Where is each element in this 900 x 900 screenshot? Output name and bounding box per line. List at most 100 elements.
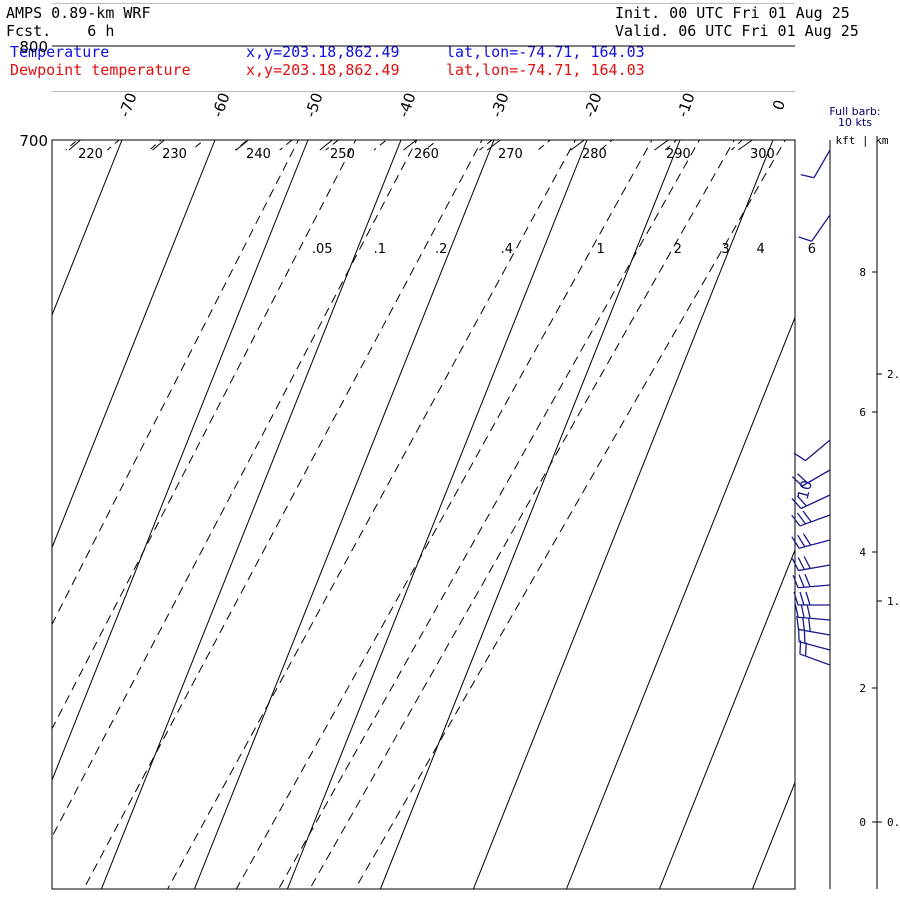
valid-time: Valid. 06 UTC Fri 01 Aug 25 bbox=[615, 22, 859, 40]
profiles bbox=[489, 140, 522, 141]
wind-barb-flag bbox=[797, 473, 808, 484]
wind-barb-flag bbox=[796, 495, 807, 507]
wind-barb-flag bbox=[791, 497, 802, 509]
isotherm-line bbox=[565, 316, 795, 889]
isotherm-line bbox=[286, 140, 588, 889]
isotherm-tick-label: -20 bbox=[580, 90, 605, 119]
moist-adiabat-line bbox=[325, 140, 339, 151]
wind-barb bbox=[791, 533, 831, 549]
isotherm-line bbox=[52, 140, 123, 317]
dry-adiabat-label: 250 bbox=[330, 147, 355, 162]
wind-barb-flag bbox=[807, 617, 811, 632]
mixing-ratio-line bbox=[52, 140, 418, 838]
pressure-tick-label: 700 bbox=[19, 132, 48, 150]
moist-adiabat-line bbox=[234, 140, 249, 151]
isotherm-tick-label: -30 bbox=[487, 90, 512, 119]
wind-barb bbox=[793, 439, 831, 462]
dry-adiabat-line bbox=[319, 140, 334, 151]
dry-adiabat-label: 220 bbox=[78, 147, 103, 162]
isotherm-line bbox=[845, 140, 900, 889]
kft-tick-label: 4 bbox=[859, 546, 866, 559]
mixing-ratio-label: .2 bbox=[435, 242, 447, 257]
barb-key-line1: Full barb: bbox=[829, 105, 880, 118]
temperature-profile bbox=[489, 140, 492, 141]
mixing-ratio-label: .05 bbox=[312, 242, 333, 257]
mixing-ratio-line bbox=[52, 140, 300, 626]
legend-temperature-latlon: lat,lon=-74.71, 164.03 bbox=[446, 43, 645, 61]
wind-barb-shaft bbox=[801, 469, 831, 487]
wind-barb-flag bbox=[797, 628, 800, 642]
isotherm-tick-label: -40 bbox=[394, 90, 419, 119]
mixing-ratio-label: 1 bbox=[597, 242, 605, 257]
wind-barb-flag bbox=[793, 452, 806, 462]
dry-adiabat-label: 270 bbox=[498, 147, 523, 162]
wind-barb bbox=[793, 591, 830, 606]
wind-barb-flag bbox=[806, 604, 811, 619]
dry-adiabat-line bbox=[0, 0, 335, 150]
mixing-ratio-label: 6 bbox=[808, 242, 816, 257]
mixing-ratio-line bbox=[235, 140, 653, 889]
dry-adiabat-label: 290 bbox=[666, 147, 691, 162]
wind-barb-flag bbox=[799, 640, 802, 655]
wind-barb bbox=[794, 603, 831, 621]
dry-adiabat-line bbox=[68, 140, 82, 151]
wind-barb-flag bbox=[797, 534, 806, 548]
isotherm-tick-label: -70 bbox=[115, 90, 140, 119]
wind-barb-shaft bbox=[798, 641, 831, 651]
mixing-ratio-line bbox=[52, 140, 357, 730]
kft-tick-label: 0 bbox=[859, 816, 866, 829]
wind-barb-flag bbox=[802, 616, 806, 631]
wind-barb-flag bbox=[791, 514, 801, 527]
isotherm-line bbox=[658, 548, 795, 889]
wind-barb-shaft bbox=[799, 653, 831, 666]
wind-barb bbox=[798, 214, 831, 242]
moist-adiabat-line bbox=[424, 140, 439, 151]
dry-adiabat-label: 230 bbox=[162, 147, 187, 162]
moist-adiabat-line bbox=[373, 140, 388, 151]
legend-temperature-name: Temperature bbox=[10, 43, 110, 61]
isotherm-tick-label: -10 bbox=[673, 90, 698, 119]
wind-barb-flag bbox=[796, 615, 800, 630]
wind-barb-flag bbox=[803, 629, 806, 644]
moist-adiabat-line bbox=[731, 140, 743, 151]
moist-adiabat-line bbox=[149, 140, 163, 151]
moist-adiabat-line bbox=[65, 140, 79, 151]
moist-adiabat-line bbox=[279, 140, 293, 151]
isotherm-line bbox=[751, 781, 795, 889]
km-tick-label: 0. bbox=[887, 816, 900, 829]
moist-adiabat-line bbox=[191, 140, 205, 151]
forecast-hour: Fcst. 6 h bbox=[6, 22, 115, 40]
isotherm-line bbox=[0, 140, 29, 889]
wind-barb-flag bbox=[791, 558, 800, 571]
dry-adiabat-line bbox=[403, 140, 418, 151]
mixing-ratio-label: .4 bbox=[501, 242, 513, 257]
model-title: AMPS 0.89-km WRF bbox=[6, 4, 151, 22]
wind-barb-flag bbox=[798, 236, 812, 242]
isotherm-tick-label: -50 bbox=[301, 90, 326, 119]
wind-barb bbox=[791, 510, 831, 527]
init-time: Init. 00 UTC Fri 01 Aug 25 bbox=[615, 4, 850, 22]
isotherm-tick-label: 0 bbox=[769, 97, 789, 112]
isotherm-line bbox=[472, 140, 774, 889]
dewpoint-profile bbox=[520, 140, 522, 141]
wind-barb bbox=[791, 469, 831, 487]
moist-adiabat-line bbox=[479, 140, 493, 151]
wind-barb-flag bbox=[793, 591, 799, 606]
legend-dewpoint-latlon: lat,lon=-74.71, 164.03 bbox=[446, 61, 645, 79]
height-units-label: kft | km bbox=[836, 134, 889, 147]
dry-adiabat-line bbox=[737, 140, 754, 151]
wind-barb-flag bbox=[791, 476, 803, 487]
height-axis: kft | km 8 6 4 2 0 2. 1. 0. bbox=[836, 134, 900, 889]
wind-barb bbox=[797, 628, 831, 651]
wind-barb bbox=[800, 149, 831, 179]
moist-adiabat-line bbox=[106, 140, 120, 151]
wind-barb-flag bbox=[800, 174, 815, 179]
mixing-ratio-line bbox=[278, 140, 700, 889]
mixing-ratio-label: 4 bbox=[756, 242, 764, 257]
dry-adiabat-line bbox=[235, 140, 250, 151]
wind-barb-flag bbox=[804, 573, 811, 587]
isobars bbox=[52, 2, 795, 141]
mixing-ratio-line bbox=[309, 140, 735, 889]
